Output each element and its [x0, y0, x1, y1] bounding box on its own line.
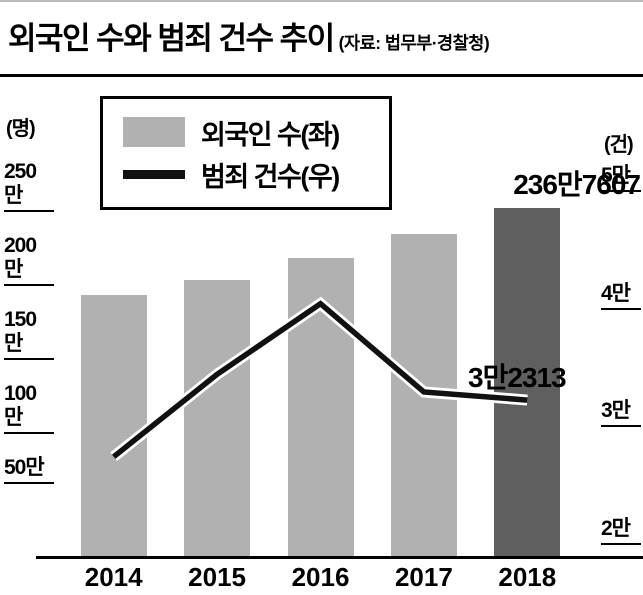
legend: 외국인 수(좌) 범죄 건수(우): [100, 96, 392, 210]
legend-label: 외국인 수(좌): [201, 119, 340, 150]
left-tick-250만: 250만: [4, 160, 54, 212]
foreigner-bar-2017: [390, 233, 457, 558]
foreigner-bar-2014: [80, 294, 147, 558]
legend-label: 범죄 건수(우): [201, 161, 340, 192]
left-tick-100만: 100만: [4, 382, 54, 434]
left-tick-50만: 50만: [4, 456, 54, 484]
source-note: (자료: 법무부·경찰청): [338, 33, 490, 53]
bar-swatch-icon: [123, 117, 185, 147]
foreigner-bar-2016: [287, 257, 354, 558]
legend-item-crimes: 범죄 건수(우): [123, 153, 389, 195]
right-tick-2만: 2만: [601, 517, 641, 545]
title-text: 외국인 수와 범죄 건수 추이: [8, 21, 335, 56]
right-tick-3만: 3만: [601, 399, 641, 428]
right-tick-4만: 4만: [601, 282, 641, 310]
left-tick-200만: 200만: [4, 234, 54, 286]
foreigner-bar-2015: [184, 279, 251, 558]
left-tick-150만: 150만: [4, 308, 54, 360]
x-axis-line: [36, 556, 643, 559]
legend-item-foreigners: 외국인 수(좌): [123, 111, 389, 153]
right-axis-unit: (건): [604, 134, 634, 156]
line-swatch-icon: [123, 169, 185, 179]
page-title: 외국인 수와 범죄 건수 추이 (자료: 법무부·경찰청): [8, 13, 490, 58]
line-value-label-2018: 3만2313: [468, 362, 567, 393]
x-label-2018: 2018: [498, 562, 557, 592]
x-label-2016: 2016: [291, 562, 350, 592]
left-axis-unit: (명): [6, 118, 36, 140]
header: 외국인 수와 범죄 건수 추이 (자료: 법무부·경찰청): [8, 13, 490, 58]
x-label-2014: 2014: [84, 562, 143, 592]
x-label-2017: 2017: [394, 562, 453, 592]
top-border-line: [0, 0, 643, 2]
bar-value-label-2018: 236만7607: [513, 169, 641, 200]
header-divider: [0, 74, 643, 77]
right-tick-5만: 5만: [601, 164, 641, 192]
x-label-2015: 2015: [188, 562, 247, 592]
